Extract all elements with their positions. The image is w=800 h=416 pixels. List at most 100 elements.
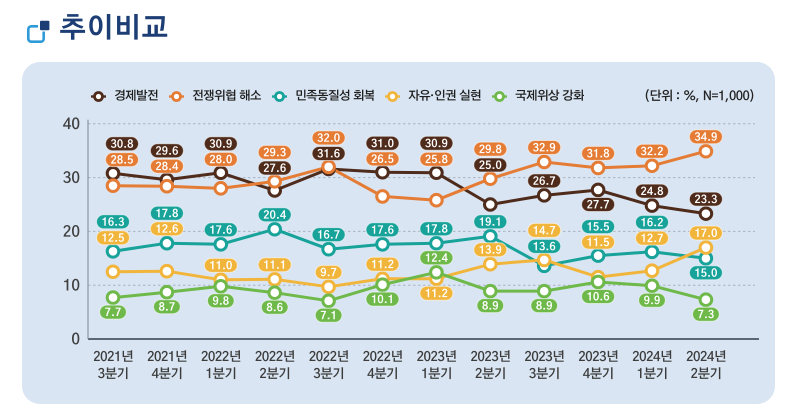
data-point	[321, 241, 336, 257]
data-point	[590, 160, 606, 176]
data-label-pill	[203, 257, 238, 273]
window-icon	[27, 20, 50, 43]
data-label	[365, 222, 400, 238]
y-tick-label	[63, 117, 80, 130]
data-label	[635, 214, 669, 230]
page-header	[27, 13, 169, 45]
data-label	[257, 160, 292, 176]
data-label-pill	[527, 139, 562, 155]
data-point	[698, 292, 714, 308]
data-point	[159, 235, 175, 251]
data-label	[149, 221, 184, 237]
legend-marker-icon	[168, 90, 184, 102]
legend-item-3[interactable]	[271, 89, 375, 103]
x-axis-label	[471, 350, 510, 380]
data-label	[96, 214, 130, 230]
data-point	[105, 290, 121, 305]
legend-marker-icon	[91, 90, 106, 102]
data-point	[536, 252, 552, 268]
chart-panel	[22, 62, 775, 404]
data-label	[257, 144, 292, 160]
y-tick-label	[63, 171, 80, 184]
data-label	[99, 304, 127, 320]
data-point	[375, 237, 390, 252]
data-point	[159, 284, 175, 300]
data-label-pill	[692, 306, 720, 322]
data-point	[321, 293, 336, 309]
data-label	[473, 242, 508, 258]
data-point	[429, 165, 444, 181]
legend-item-1[interactable]	[91, 89, 158, 103]
data-point	[483, 283, 498, 299]
data-label-pill	[314, 264, 343, 280]
data-point	[644, 158, 660, 174]
y-tick-label	[63, 224, 80, 237]
data-point	[267, 174, 282, 189]
data-label-pill	[149, 221, 184, 237]
data-point	[483, 256, 498, 272]
data-point	[267, 271, 282, 287]
series-line	[111, 167, 708, 216]
data-point	[375, 164, 390, 180]
data-label	[635, 230, 669, 246]
data-label	[688, 225, 723, 241]
legend-item-4[interactable]	[385, 89, 481, 103]
x-axis-label	[201, 350, 241, 380]
data-label	[581, 219, 616, 235]
data-point	[590, 274, 606, 290]
legend-item-2[interactable]	[168, 89, 261, 103]
data-label-pill	[365, 256, 400, 272]
data-label	[149, 158, 184, 174]
x-axis-label	[417, 350, 456, 380]
y-tick-label	[72, 332, 80, 345]
data-point	[483, 228, 498, 244]
data-label	[581, 234, 616, 250]
data-point	[321, 279, 336, 295]
data-label	[688, 129, 723, 145]
trend-line-chart	[63, 117, 759, 380]
data-label	[365, 135, 400, 151]
data-label	[419, 250, 454, 266]
data-label-pill	[527, 222, 562, 238]
data-label	[314, 264, 343, 280]
x-axis-label	[93, 350, 133, 380]
data-label-pill	[257, 257, 292, 273]
data-label-pill	[314, 307, 343, 323]
data-label	[419, 135, 454, 151]
x-axis-label	[524, 350, 564, 380]
data-point	[536, 283, 552, 299]
legend-item-label	[515, 89, 585, 101]
data-label-pill	[153, 299, 181, 315]
data-label-pill	[476, 298, 505, 314]
unit-note	[644, 87, 755, 105]
series-line	[111, 227, 708, 268]
data-label-pill	[311, 145, 346, 161]
data-label	[149, 143, 184, 159]
data-label	[260, 299, 289, 315]
legend-item-5[interactable]	[492, 89, 585, 103]
data-point	[375, 189, 390, 204]
data-label-pill	[419, 221, 454, 237]
data-label	[581, 288, 616, 304]
legend-item-label	[408, 89, 481, 101]
data-label	[527, 238, 562, 254]
x-axis-label	[578, 350, 618, 380]
chart-legend	[91, 87, 595, 105]
data-label	[257, 257, 292, 273]
data-point	[698, 206, 714, 221]
data-label	[527, 173, 562, 189]
data-label	[635, 143, 669, 159]
data-label	[149, 205, 184, 221]
data-point	[105, 178, 121, 193]
legend-marker-icon	[385, 90, 401, 102]
data-label	[365, 151, 400, 167]
data-label-pill	[581, 196, 616, 212]
data-label-pill	[311, 130, 346, 146]
data-point	[536, 154, 552, 170]
data-label	[206, 293, 235, 309]
data-label-pill	[257, 160, 292, 176]
page-title	[59, 13, 169, 50]
data-point	[213, 181, 229, 196]
data-label	[365, 256, 400, 272]
